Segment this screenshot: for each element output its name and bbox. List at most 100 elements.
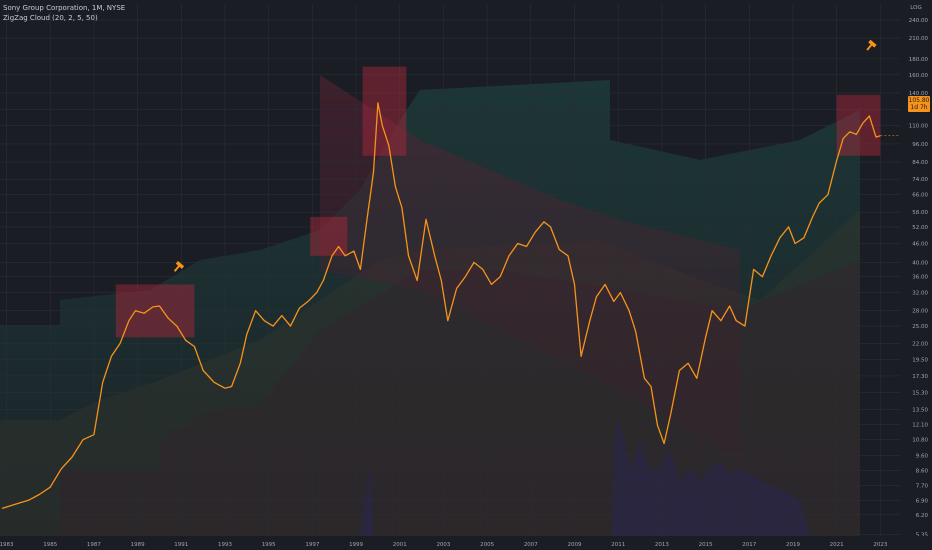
data-point bbox=[711, 310, 713, 312]
data-point bbox=[875, 136, 877, 138]
data-point bbox=[696, 377, 698, 379]
y-tick-label: 13.50 bbox=[912, 407, 928, 413]
hammer-handle bbox=[173, 265, 180, 272]
y-tick-label: 6.90 bbox=[916, 498, 929, 504]
data-point bbox=[803, 237, 805, 239]
data-point bbox=[729, 305, 731, 307]
y-tick-label: 140.00 bbox=[909, 91, 929, 97]
data-point bbox=[263, 320, 265, 322]
data-point bbox=[670, 414, 672, 415]
y-tick-label: 6.20 bbox=[916, 513, 929, 519]
data-point bbox=[272, 325, 274, 327]
x-tick-label: 2005 bbox=[480, 542, 494, 548]
data-point bbox=[635, 331, 637, 332]
price-series bbox=[1, 102, 900, 510]
data-point bbox=[377, 102, 379, 104]
y-tick-label: 58.00 bbox=[912, 210, 928, 216]
last-price-tag: 105.80 1d 7h bbox=[908, 96, 930, 112]
data-point bbox=[855, 134, 857, 135]
y-tick-label: 240.00 bbox=[909, 18, 929, 24]
data-point bbox=[735, 320, 737, 322]
data-point bbox=[82, 439, 84, 441]
x-tick-label: 1993 bbox=[218, 542, 232, 548]
x-tick-label: 2007 bbox=[524, 542, 538, 548]
highlight-boxes bbox=[115, 66, 881, 338]
data-point bbox=[447, 320, 449, 322]
data-point bbox=[246, 334, 248, 335]
y-tick-label: 10.80 bbox=[912, 438, 928, 444]
indicator-label: ZigZag Cloud (20, 2, 5, 50) bbox=[3, 14, 98, 22]
data-point bbox=[779, 237, 781, 239]
data-point bbox=[167, 317, 169, 319]
data-point bbox=[381, 125, 383, 126]
data-point bbox=[388, 144, 390, 146]
data-point bbox=[663, 443, 665, 444]
data-point bbox=[482, 268, 484, 270]
y-tick-label: 210.00 bbox=[909, 36, 929, 42]
y-axis-scale-label: LOG bbox=[910, 5, 921, 11]
data-point bbox=[322, 280, 324, 281]
data-point bbox=[862, 122, 864, 124]
data-point bbox=[644, 377, 645, 379]
data-point bbox=[111, 355, 112, 357]
data-point bbox=[508, 255, 510, 257]
data-point bbox=[27, 499, 29, 501]
data-point bbox=[38, 494, 40, 495]
data-point bbox=[491, 284, 492, 285]
data-point bbox=[416, 280, 418, 281]
x-tick-label: 1999 bbox=[349, 542, 363, 548]
data-point bbox=[517, 243, 519, 244]
x-tick-label: 2015 bbox=[699, 542, 713, 548]
y-tick-label: 110.00 bbox=[909, 124, 929, 130]
data-point bbox=[176, 325, 178, 327]
data-point bbox=[366, 218, 368, 220]
x-axis[interactable]: 1983 1985 1987 1989 1991 1993 1995 1997 1999 2001… bbox=[0, 536, 932, 550]
data-point bbox=[678, 370, 680, 371]
data-point bbox=[135, 310, 136, 312]
hammer-icon bbox=[866, 39, 877, 51]
y-tick-label: 15.30 bbox=[912, 391, 928, 397]
chart-gridlines bbox=[0, 4, 900, 536]
data-point bbox=[331, 255, 333, 257]
zigzag-cloud-background bbox=[0, 75, 860, 538]
data-point bbox=[49, 486, 51, 488]
y-tick-label: 12.10 bbox=[912, 422, 928, 428]
y-axis[interactable]: LOG 5.35 6.20 6.90 7.70 8.60 9.60 10.80 12.10 13.… bbox=[900, 0, 932, 550]
x-tick-label: 1997 bbox=[305, 542, 319, 548]
data-point bbox=[1, 507, 3, 509]
data-point bbox=[298, 307, 300, 309]
data-point bbox=[869, 115, 870, 117]
data-point bbox=[152, 306, 154, 308]
data-point bbox=[836, 160, 838, 161]
data-point bbox=[408, 255, 409, 257]
data-point bbox=[344, 255, 346, 257]
highlight-box bbox=[836, 94, 881, 156]
y-tick-label: 180.00 bbox=[909, 57, 929, 63]
y-tick-label: 7.70 bbox=[916, 483, 929, 489]
hammer-head bbox=[868, 39, 877, 48]
data-point bbox=[812, 216, 814, 218]
data-point bbox=[290, 325, 291, 327]
data-point bbox=[613, 300, 615, 302]
data-point bbox=[202, 370, 204, 371]
y-tick-label: 28.00 bbox=[912, 309, 928, 315]
data-point bbox=[60, 468, 62, 470]
data-point bbox=[543, 221, 545, 223]
hammer-handle bbox=[866, 43, 873, 51]
y-tick-label: 32.00 bbox=[912, 291, 928, 297]
data-point bbox=[589, 320, 591, 322]
last-price-countdown: 1d 7h bbox=[910, 104, 928, 111]
data-point bbox=[628, 310, 630, 312]
y-tick-label: 84.00 bbox=[912, 160, 928, 166]
y-tick-label: 36.00 bbox=[912, 275, 928, 281]
data-point bbox=[338, 246, 339, 247]
data-point bbox=[373, 171, 374, 173]
data-point bbox=[456, 288, 457, 289]
x-tick-label: 2001 bbox=[393, 542, 407, 548]
y-tick-label: 19.50 bbox=[912, 358, 928, 364]
pivot-markers bbox=[173, 39, 877, 272]
y-tick-label: 25.00 bbox=[912, 324, 928, 330]
data-point bbox=[353, 250, 355, 252]
chart-title: Sony Group Corporation, 1M, NYSE bbox=[3, 4, 126, 12]
